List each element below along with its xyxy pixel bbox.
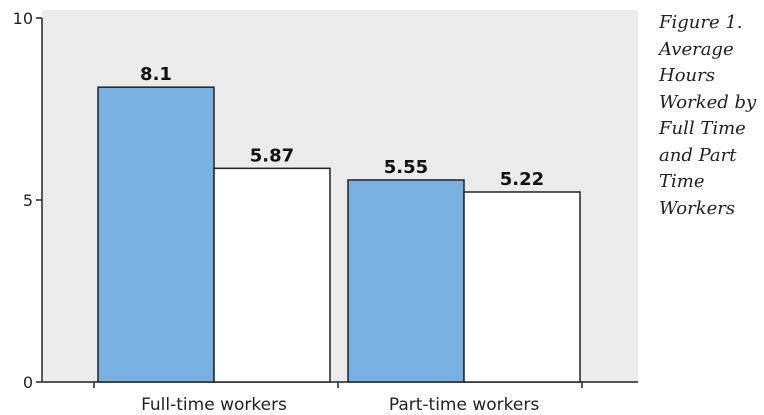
x-category-label: Part-time workers — [389, 395, 539, 415]
bar-value-label: 5.55 — [384, 157, 428, 178]
bar-value-label: 8.1 — [140, 64, 172, 85]
figure-caption: Figure 1. Average Hours Worked by Full T… — [659, 12, 757, 219]
y-tick-label: 0 — [23, 373, 33, 392]
bar — [347, 179, 465, 383]
bar — [213, 167, 331, 383]
y-tick-label: 5 — [23, 191, 33, 210]
bar — [97, 86, 215, 383]
x-category-label: Full-time workers — [141, 395, 287, 415]
y-tick-label: 10 — [13, 9, 33, 28]
bar-value-label: 5.22 — [500, 169, 544, 190]
bar-value-label: 5.87 — [250, 145, 294, 166]
bar — [463, 191, 581, 383]
